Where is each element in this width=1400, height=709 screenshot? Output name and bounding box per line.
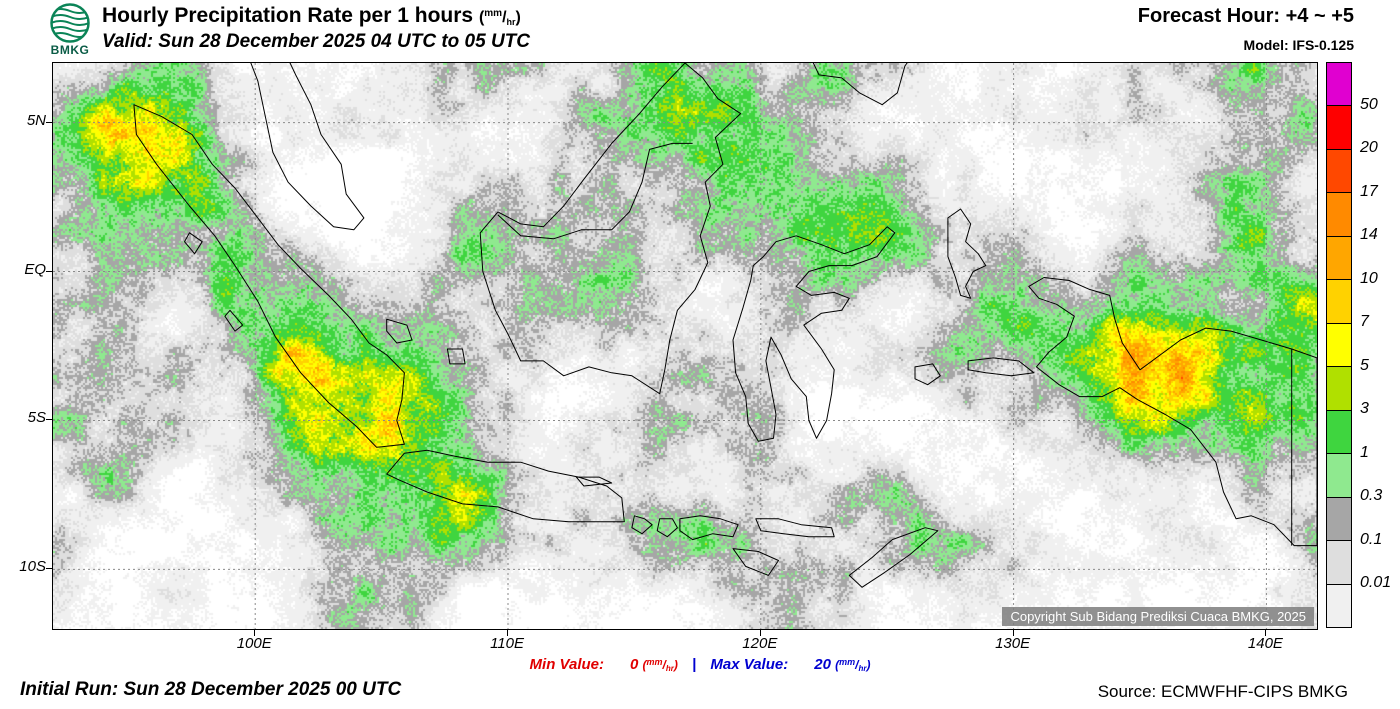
- lon-axis-tick: [507, 630, 509, 636]
- lat-tick-label: 5S: [27, 409, 46, 427]
- valid-time-line: Valid: Sun 28 December 2025 04 UTC to 05…: [102, 31, 531, 52]
- max-unit: (mm/hr): [835, 657, 871, 673]
- min-value: 0: [630, 656, 639, 673]
- lon-axis-tick: [254, 630, 256, 636]
- colorbar-label: 5: [1360, 356, 1369, 374]
- forecast-hour-label: Forecast Hour: +4 ~ +5: [1137, 5, 1354, 27]
- lon-tick-label: 120E: [742, 635, 778, 652]
- coastline-path: [679, 515, 739, 541]
- coastline-path: [575, 476, 613, 487]
- min-value-group: Min Value: 0 (mm/hr): [530, 656, 683, 673]
- colorbar-segment: [1327, 540, 1351, 584]
- coastline-path: [446, 348, 466, 365]
- coastline-path: [967, 357, 1035, 377]
- lon-tick-label: 130E: [995, 635, 1031, 652]
- model-label: Model: IFS-0.125: [1243, 37, 1354, 53]
- coastline-path: [386, 318, 413, 344]
- coastline-path: [133, 104, 405, 448]
- colorbar-segment: [1327, 279, 1351, 323]
- lon-axis-tick: [1265, 630, 1267, 636]
- coastline-path: [479, 63, 742, 395]
- lat-axis-tick: [46, 121, 52, 123]
- page-title-text: Hourly Precipitation Rate per 1 hours: [102, 4, 474, 27]
- lon-axis-tick: [1012, 630, 1014, 636]
- coastline-path: [224, 309, 244, 332]
- lon-tick-label: 110E: [490, 635, 524, 652]
- coastline-path: [848, 527, 939, 588]
- coastline-grid-overlay: [53, 63, 1317, 629]
- minmax-line: Min Value: 0 (mm/hr) | Max Value: 20 (mm/h…: [0, 656, 1400, 673]
- colorbar-label: 50: [1360, 95, 1378, 113]
- colorbar-label: 10: [1360, 269, 1378, 287]
- colorbar-label: 1: [1360, 443, 1369, 461]
- minmax-separator: |: [692, 656, 697, 673]
- map-frame: Copyright Sub Bidang Prediksi Cuaca BMKG…: [52, 62, 1318, 630]
- colorbar-label: 0.1: [1360, 530, 1383, 548]
- colorbar-label: 20: [1360, 139, 1378, 157]
- colorbar-segment: [1327, 192, 1351, 236]
- colorbar-segment: [1327, 453, 1351, 497]
- colorbar-segment: [1327, 148, 1351, 193]
- lat-tick-label: EQ: [24, 260, 46, 278]
- colorbar: [1326, 62, 1352, 628]
- title-unit: (mm/hr): [478, 8, 521, 27]
- coastline-path: [1028, 277, 1317, 547]
- colorbar-segment: [1327, 496, 1351, 541]
- colorbar-label: 0.3: [1360, 487, 1383, 505]
- coastline-path: [250, 63, 365, 231]
- coastline-path: [812, 63, 908, 106]
- bmkg-logo-icon: [50, 3, 90, 43]
- colorbar-segment: [1327, 322, 1351, 367]
- coastline-path: [184, 232, 203, 255]
- initial-run-label: Initial Run: Sun 28 December 2025 00 UTC: [20, 679, 402, 700]
- max-value-group: Max Value: 20 (mm/hr): [710, 656, 870, 673]
- colorbar-label: 7: [1360, 313, 1369, 331]
- lon-tick-label: 100E: [236, 635, 272, 652]
- colorbar-segment: [1327, 235, 1351, 280]
- lat-tick-label: 5N: [26, 111, 46, 129]
- lat-axis-tick: [46, 568, 52, 570]
- lat-axis-tick: [46, 419, 52, 421]
- coastline-path: [755, 518, 835, 538]
- coastline-path: [386, 449, 625, 523]
- colorbar-label: 14: [1360, 226, 1378, 244]
- max-value: 20: [814, 656, 831, 673]
- min-unit: (mm/hr): [642, 657, 678, 673]
- colorbar-label: 0.01: [1360, 574, 1392, 592]
- min-value-label: Min Value:: [529, 656, 604, 673]
- colorbar-segment: [1327, 63, 1351, 106]
- lon-tick-label: 140E: [1247, 635, 1283, 652]
- coastline-path: [631, 515, 653, 535]
- lon-axis-tick: [759, 630, 761, 636]
- bmkg-logo-label: BMKG: [50, 43, 90, 57]
- boundary-path: [497, 142, 693, 240]
- coastline-path: [656, 518, 678, 538]
- map-copyright: Copyright Sub Bidang Prediksi Cuaca BMKG…: [1002, 607, 1314, 626]
- lat-tick-label: 10S: [19, 558, 46, 576]
- colorbar-segment: [1327, 583, 1351, 628]
- source-label: Source: ECMWFHF-CIPS BMKG: [1097, 682, 1348, 701]
- max-value-label: Max Value:: [710, 656, 789, 673]
- colorbar-label: 3: [1360, 400, 1369, 418]
- colorbar-segment: [1327, 105, 1351, 149]
- coastline-path: [732, 548, 779, 576]
- coastline-path: [947, 208, 987, 299]
- coastline-path: [914, 363, 941, 386]
- colorbar-segment: [1327, 409, 1351, 454]
- colorbar-segment: [1327, 366, 1351, 410]
- page-title: Hourly Precipitation Rate per 1 hours (m…: [102, 4, 521, 28]
- coastline-path: [732, 226, 896, 442]
- colorbar-label: 17: [1360, 182, 1378, 200]
- lat-axis-tick: [46, 270, 52, 272]
